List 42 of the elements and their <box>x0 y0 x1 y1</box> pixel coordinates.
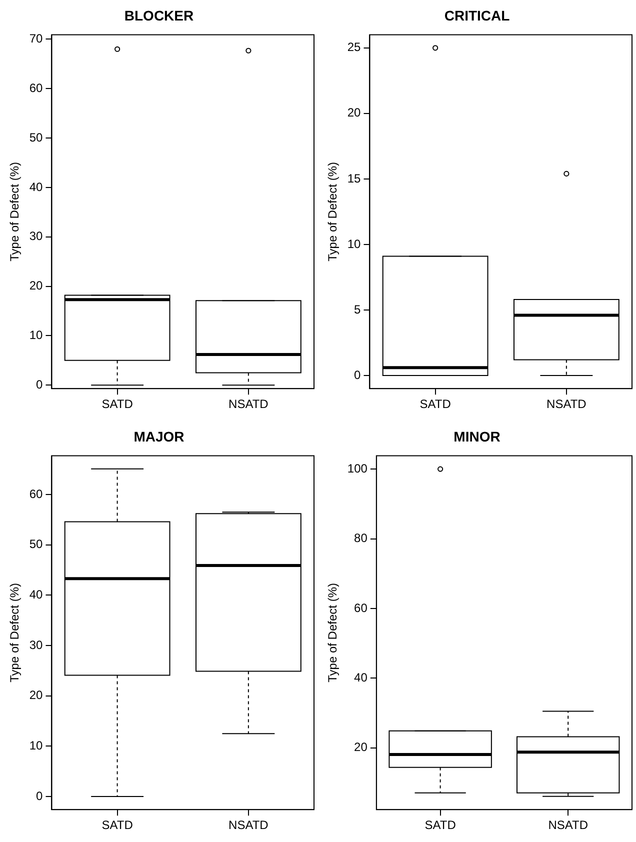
y-tick-label: 70 <box>29 32 44 46</box>
y-tick-label: 0 <box>354 368 362 382</box>
x-tick-label: SATD <box>102 818 134 832</box>
y-tick-label: 100 <box>347 461 368 476</box>
chart-title: MAJOR <box>134 428 184 444</box>
y-tick-label: 10 <box>29 738 44 752</box>
x-tick-label: NSATD <box>546 397 587 412</box>
y-axis-title: Type of Defect (%) <box>8 162 22 262</box>
y-tick-label: 80 <box>354 531 368 546</box>
y-tick-label: 20 <box>29 278 44 293</box>
y-tick-label: 60 <box>29 80 44 95</box>
y-tick-label: 60 <box>354 600 368 615</box>
x-tick-label: NSATD <box>228 818 269 832</box>
y-axis-title: Type of Defect (%) <box>8 583 22 682</box>
chart-title: MINOR <box>454 428 500 444</box>
y-tick-label: 20 <box>354 740 368 754</box>
y-tick-label: 60 <box>29 486 44 501</box>
y-tick-label: 10 <box>29 328 44 342</box>
y-tick-label: 30 <box>29 638 44 652</box>
y-axis-title: Type of Defect (%) <box>326 162 340 262</box>
y-tick-label: 20 <box>29 688 44 702</box>
y-tick-label: 20 <box>347 106 362 120</box>
y-tick-label: 30 <box>29 229 44 244</box>
y-tick-label: 40 <box>354 670 368 684</box>
chart-title: CRITICAL <box>444 7 510 24</box>
y-tick-label: 15 <box>347 171 362 186</box>
x-tick-label: NSATD <box>548 818 588 832</box>
y-tick-label: 0 <box>36 788 44 803</box>
x-tick-label: SATD <box>424 818 456 832</box>
y-tick-label: 0 <box>36 377 44 392</box>
y-tick-label: 40 <box>29 180 44 194</box>
y-tick-label: 40 <box>29 588 44 602</box>
y-tick-label: 25 <box>347 40 362 54</box>
x-tick-label: SATD <box>102 397 134 412</box>
x-tick-label: NSATD <box>228 397 269 412</box>
y-tick-label: 10 <box>347 236 362 251</box>
y-tick-label: 50 <box>29 537 44 552</box>
x-tick-label: SATD <box>420 397 452 412</box>
y-tick-label: 50 <box>29 130 44 144</box>
y-tick-label: 5 <box>354 302 362 316</box>
chart-title: BLOCKER <box>124 7 194 24</box>
y-axis-title: Type of Defect (%) <box>326 583 340 682</box>
